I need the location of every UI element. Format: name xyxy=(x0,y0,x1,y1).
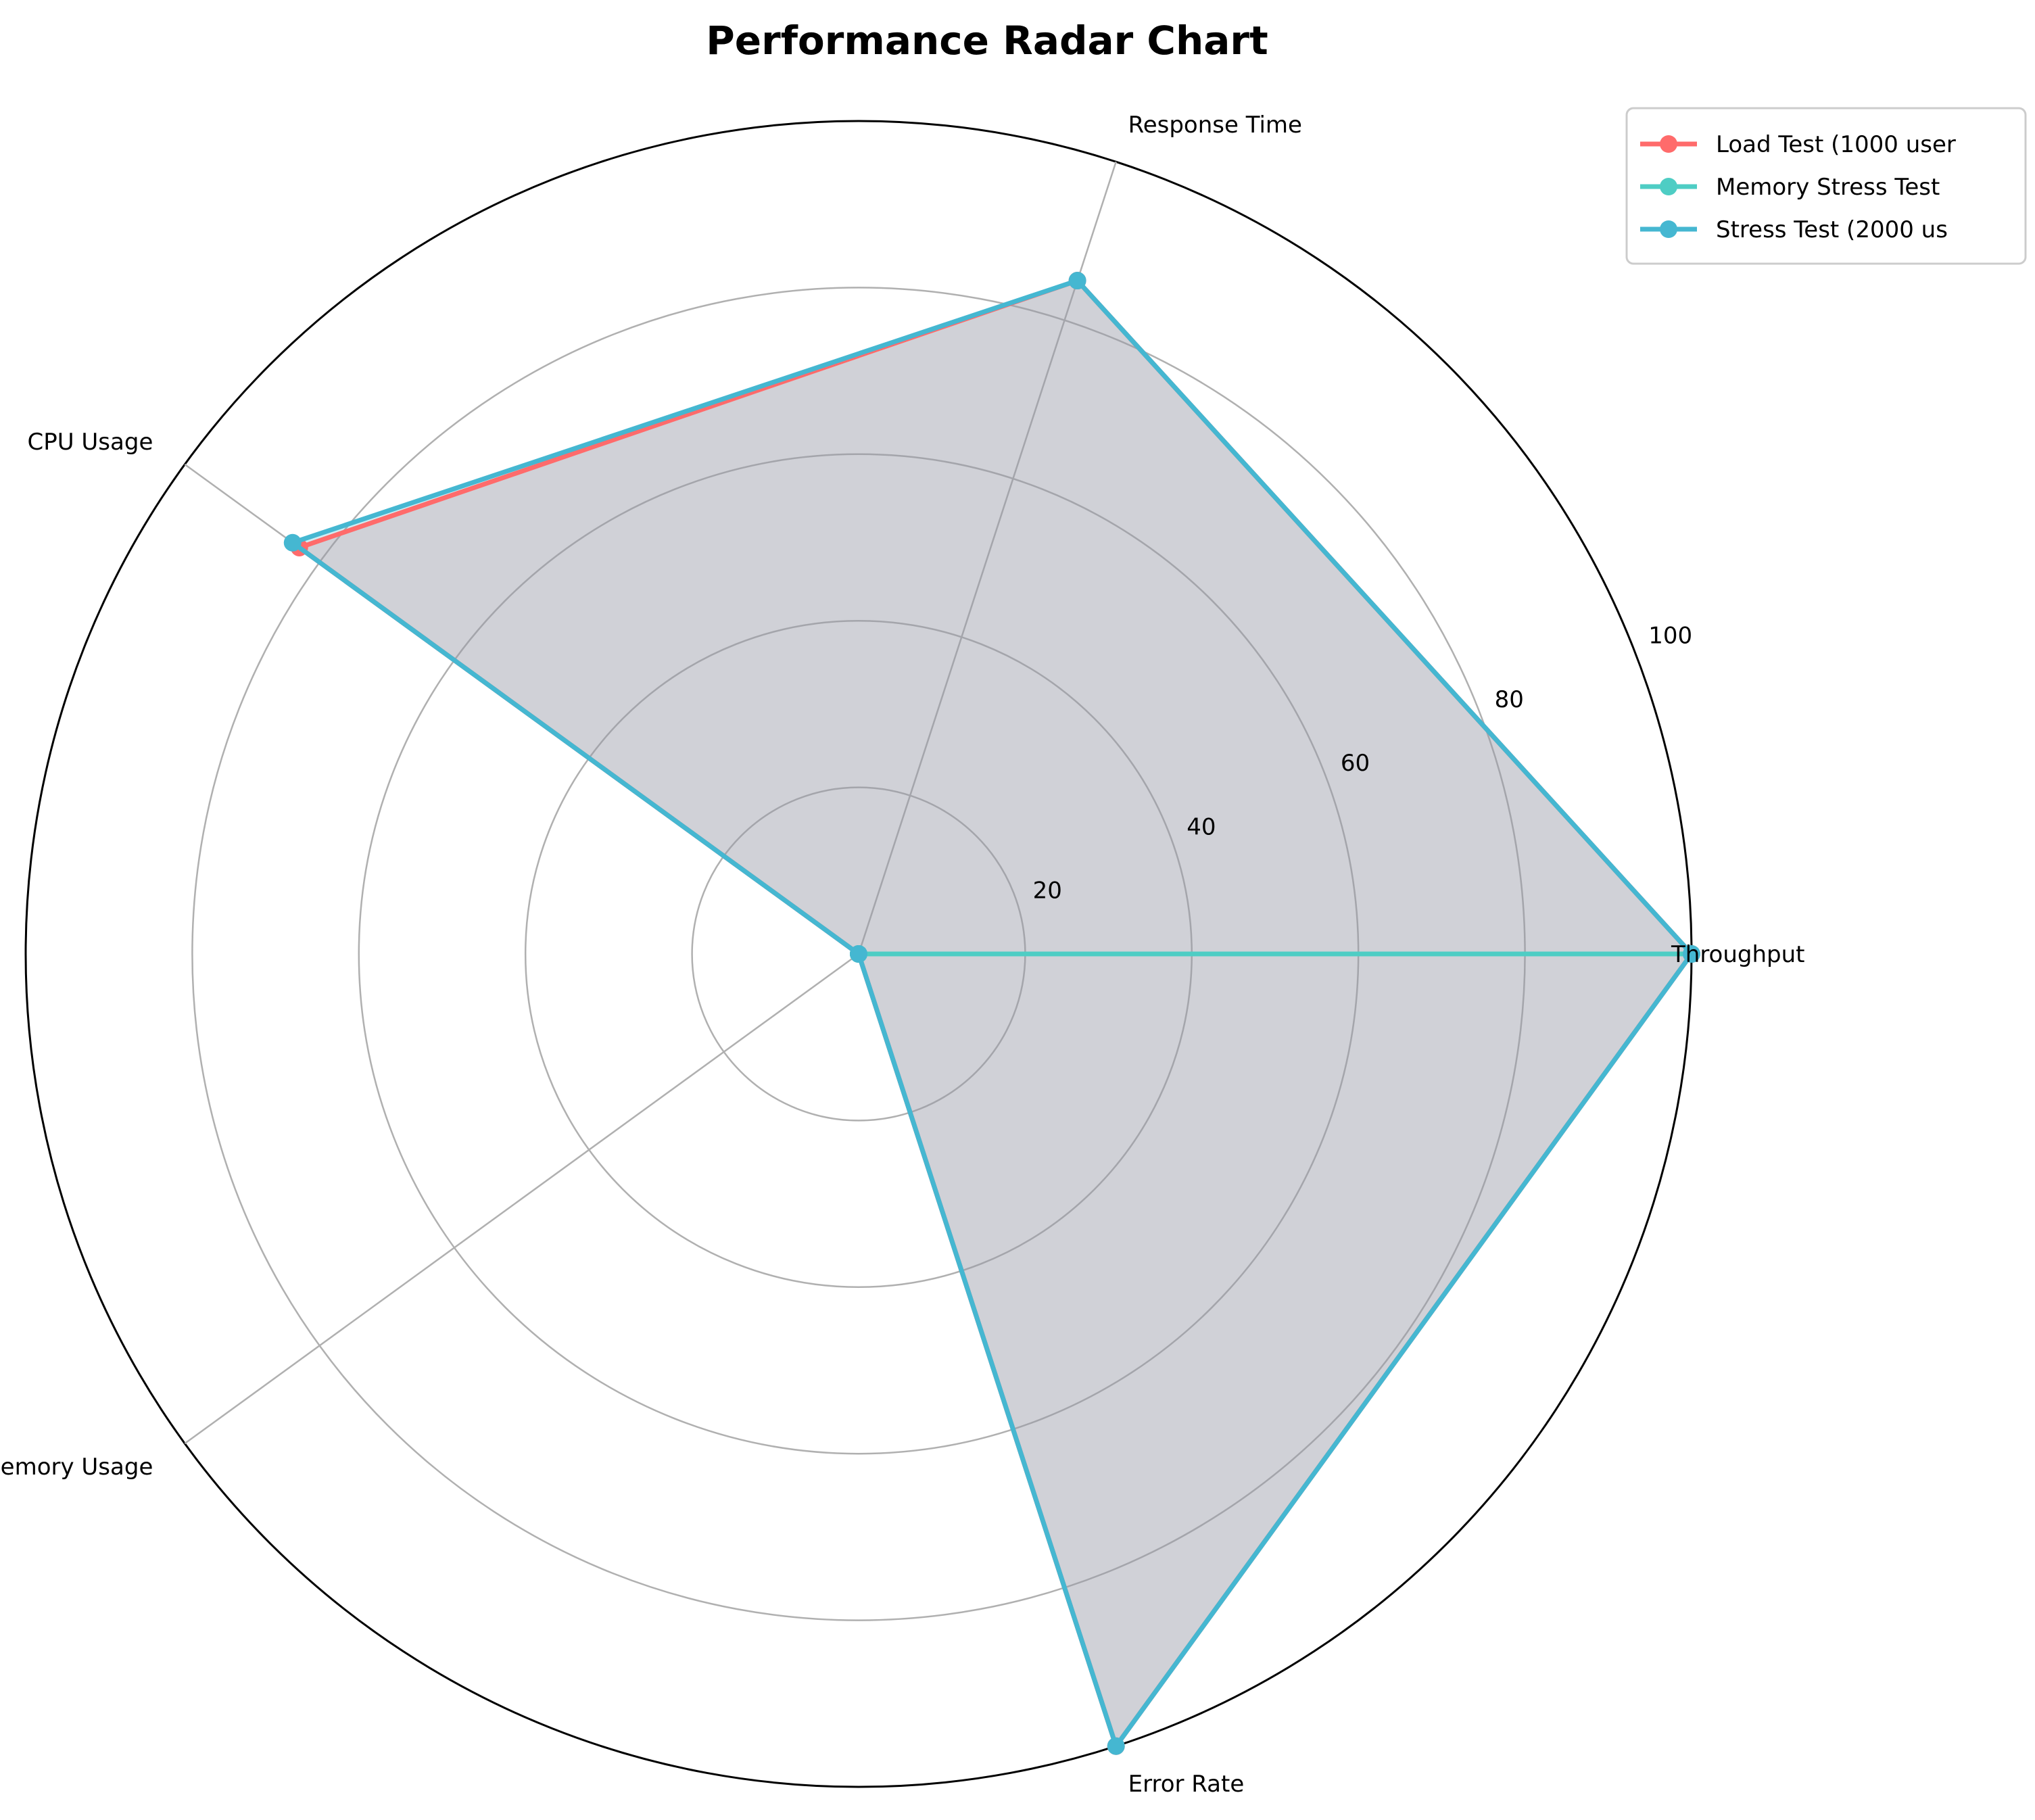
radial-tick-label: 60 xyxy=(1341,750,1370,777)
legend-marker-memory-stress-test xyxy=(1660,178,1677,195)
axis-label-memory-usage: Memory Usage xyxy=(0,1454,153,1481)
data-point-stress-test-2000-us-cpu-usage xyxy=(283,533,302,552)
series-line-stress-test-2000-us xyxy=(290,278,1694,1749)
legend-marker-stress-test-2000-us xyxy=(1660,220,1677,238)
legend: Load Test (1000 user Memory Stress Test St… xyxy=(1625,107,2027,265)
series-fill-load-test-1000-user xyxy=(299,281,1692,1746)
legend-items: Load Test (1000 user Memory Stress Test St… xyxy=(1640,131,1956,243)
chart-title: Performance Radar Chart xyxy=(706,18,1268,64)
spoke-response-time xyxy=(857,161,1117,955)
legend-label-memory-stress-test: Memory Stress Test xyxy=(1716,174,1940,201)
axis-label-throughput: Throughput xyxy=(1671,941,1805,968)
axis-label-layer: 20 40 60 80 100 Throughput Response Time CPU Us… xyxy=(0,112,1805,1798)
data-point-stress-test-2000-us-response-time xyxy=(1068,272,1086,290)
radial-tick-label: 80 xyxy=(1495,686,1524,713)
axis-label-cpu-usage: CPU Usage xyxy=(27,429,153,456)
radial-tick-label: 20 xyxy=(1033,878,1062,905)
series-line-layer xyxy=(283,272,1700,1755)
axis-label-response-time: Response Time xyxy=(1128,112,1302,139)
series-fill-stress-test-2000-us xyxy=(292,281,1692,1746)
spoke-memory-usage xyxy=(184,953,859,1445)
legend-label-stress-test-2000-us: Stress Test (2000 us xyxy=(1716,216,1948,243)
legend-marker-load-test-1000-user xyxy=(1660,135,1677,153)
radial-tick-label: 40 xyxy=(1187,813,1216,840)
data-point-stress-test-2000-us-memory-usage xyxy=(850,945,867,963)
data-point-stress-test-2000-us-error-rate xyxy=(1107,1737,1125,1755)
data-point-stress-test-2000-us-throughput xyxy=(1683,945,1700,963)
legend-frame xyxy=(1625,107,2027,265)
axis-label-error-rate: Error Rate xyxy=(1128,1771,1245,1798)
series-fill-layer xyxy=(292,281,1692,1746)
radial-tick-label: 100 xyxy=(1648,623,1692,650)
legend-label-load-test-1000-user: Load Test (1000 user xyxy=(1716,131,1956,158)
